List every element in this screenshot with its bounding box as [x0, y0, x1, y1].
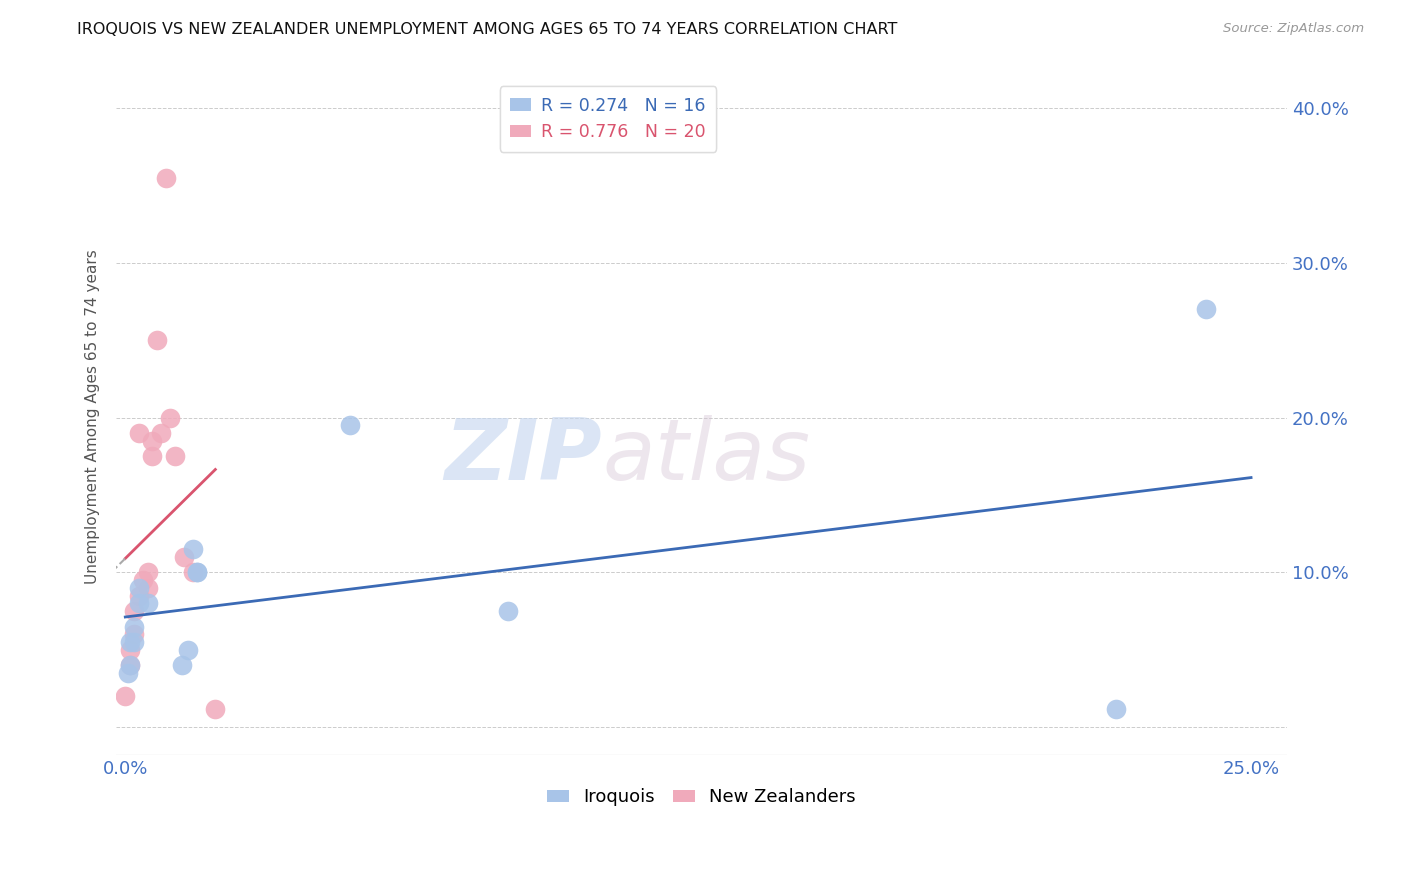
Point — [124, 627, 146, 641]
Text: Source: ZipAtlas.com: Source: ZipAtlas.com — [1223, 22, 1364, 36]
Point — [186, 566, 208, 580]
Point — [124, 604, 146, 618]
Point — [128, 581, 150, 595]
Point — [181, 566, 204, 580]
Text: IROQUOIS VS NEW ZEALANDER UNEMPLOYMENT AMONG AGES 65 TO 74 YEARS CORRELATION CHA: IROQUOIS VS NEW ZEALANDER UNEMPLOYMENT A… — [77, 22, 897, 37]
Point — [118, 642, 141, 657]
Point — [136, 596, 159, 610]
Point — [136, 566, 159, 580]
Point — [128, 596, 150, 610]
Point — [186, 566, 208, 580]
Point — [155, 171, 177, 186]
Point — [132, 573, 155, 587]
Point — [146, 334, 169, 348]
Point — [128, 589, 150, 603]
Point — [177, 642, 200, 657]
Text: ZIP: ZIP — [444, 416, 602, 499]
Point — [170, 658, 193, 673]
Point — [118, 635, 141, 649]
Point — [150, 426, 173, 441]
Point — [339, 418, 361, 433]
Y-axis label: Unemployment Among Ages 65 to 74 years: Unemployment Among Ages 65 to 74 years — [86, 249, 100, 583]
Point — [141, 450, 163, 464]
Point — [163, 450, 186, 464]
Point — [496, 604, 519, 618]
Point — [173, 549, 195, 564]
Point — [124, 635, 146, 649]
Point — [117, 665, 139, 680]
Point — [204, 701, 226, 715]
Point — [114, 689, 136, 703]
Point — [136, 581, 159, 595]
Point — [1195, 302, 1218, 317]
Point — [124, 619, 146, 633]
Point — [159, 410, 181, 425]
Point — [118, 658, 141, 673]
Point — [141, 434, 163, 448]
Point — [181, 542, 204, 557]
Text: atlas: atlas — [602, 416, 810, 499]
Legend: Iroquois, New Zealanders: Iroquois, New Zealanders — [540, 781, 863, 814]
Point — [1105, 701, 1128, 715]
Point — [118, 658, 141, 673]
Point — [128, 426, 150, 441]
